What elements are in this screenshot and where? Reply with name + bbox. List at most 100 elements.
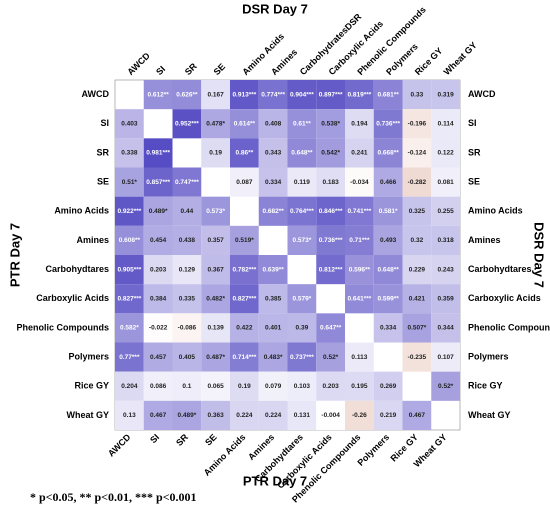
cell (143, 400, 173, 430)
cell (345, 80, 374, 110)
cell (287, 313, 317, 343)
cell (230, 109, 259, 139)
cell-label: 0.081 (437, 179, 454, 186)
cell-label: 0.33 (411, 91, 424, 98)
cell (345, 109, 374, 139)
cell (201, 313, 230, 343)
cell (172, 196, 202, 226)
cell-label: 0.19 (238, 383, 251, 390)
cell-label: 0.357 (207, 237, 224, 244)
cell (258, 255, 288, 285)
cell-label: 0.819*** (347, 91, 371, 98)
cell (258, 109, 288, 139)
cell (230, 342, 259, 372)
cell-label: -0.282 (408, 179, 427, 186)
cell (201, 138, 230, 168)
top-title: DSR Day 7 (242, 1, 308, 16)
cell (316, 400, 345, 430)
left-label: Amino Acids (54, 206, 109, 216)
cell-label: 0.71*** (349, 237, 370, 244)
cell (230, 400, 259, 430)
cell (316, 167, 345, 197)
cell-label: 0.204 (121, 383, 138, 390)
cell (115, 255, 144, 285)
cell (431, 284, 460, 314)
bottom-label: SI (148, 432, 161, 445)
cell (316, 313, 345, 343)
cell (316, 255, 345, 285)
cell-label: 0.747*** (175, 179, 199, 186)
cell (115, 400, 144, 430)
cell (172, 400, 202, 430)
cell (373, 138, 403, 168)
cell-label: 0.405 (179, 354, 196, 361)
right-label: Amines (468, 235, 501, 245)
cell-label: 0.1 (182, 383, 191, 390)
cell-label: 0.774*** (261, 91, 285, 98)
cell (402, 255, 432, 285)
cell-label: 0.183 (322, 179, 339, 186)
cell (143, 371, 173, 401)
cell-label: -0.022 (149, 325, 168, 332)
cell (143, 167, 173, 197)
cell (373, 109, 403, 139)
cell-label: 0.334 (380, 325, 397, 332)
cell (345, 225, 374, 255)
cell-label: 0.344 (437, 325, 454, 332)
cell-label: 0.904*** (290, 91, 314, 98)
right-label: Wheat GY (468, 410, 511, 420)
cell (258, 80, 288, 110)
cell (402, 342, 432, 372)
right-label: SI (468, 118, 477, 128)
cell (143, 225, 173, 255)
cell (373, 225, 403, 255)
cell-label: 0.681** (377, 91, 399, 98)
cell (431, 255, 460, 285)
cell (345, 371, 374, 401)
cell-label: 0.52* (438, 383, 454, 390)
cell (287, 342, 317, 372)
cell-label: 0.668** (377, 150, 399, 157)
cell-label: 0.203 (322, 383, 339, 390)
cell (115, 109, 144, 139)
cell-label: 0.682** (262, 208, 284, 215)
cell-label: 0.269 (380, 383, 397, 390)
cell-label: 0.538* (321, 120, 340, 127)
cell (115, 371, 144, 401)
cell-label: 0.641*** (347, 295, 371, 302)
left-label: Wheat GY (66, 410, 109, 420)
cell (258, 196, 288, 226)
cell-label: 0.255 (437, 208, 454, 215)
cell-label: 0.457 (150, 354, 167, 361)
cell-label: 0.608** (119, 237, 141, 244)
cell-label: 0.913*** (232, 91, 256, 98)
cell-label: 0.318 (437, 237, 454, 244)
cell-label: 0.482* (206, 295, 225, 302)
right-label: Amino Acids (468, 206, 523, 216)
cell-label: 0.489* (149, 208, 168, 215)
cell (287, 400, 317, 430)
cell (172, 167, 202, 197)
cell (201, 80, 230, 110)
cell-label: 0.467 (150, 412, 167, 419)
cell-label: 0.421 (409, 295, 426, 302)
cell-label: 0.224 (236, 412, 253, 419)
cell-label: 0.599** (377, 295, 399, 302)
cell-label: 0.714*** (232, 354, 256, 361)
left-label: Phenolic Compounds (16, 322, 109, 332)
cell (201, 284, 230, 314)
bottom-title: PTR Day 7 (243, 473, 307, 488)
cell (115, 225, 144, 255)
cell (316, 371, 345, 401)
cell-label: 0.507* (407, 325, 426, 332)
cell-label: 0.857*** (146, 179, 170, 186)
bottom-label: AWCD (106, 432, 133, 459)
cell (115, 313, 144, 343)
cell (201, 400, 230, 430)
cell-label: -0.086 (178, 325, 197, 332)
cell-label: 0.573* (206, 208, 225, 215)
bottom-label: SE (203, 432, 219, 448)
cell-label: 0.363 (207, 412, 224, 419)
cell (345, 196, 374, 226)
left-title: PTR Day 7 (7, 223, 22, 287)
